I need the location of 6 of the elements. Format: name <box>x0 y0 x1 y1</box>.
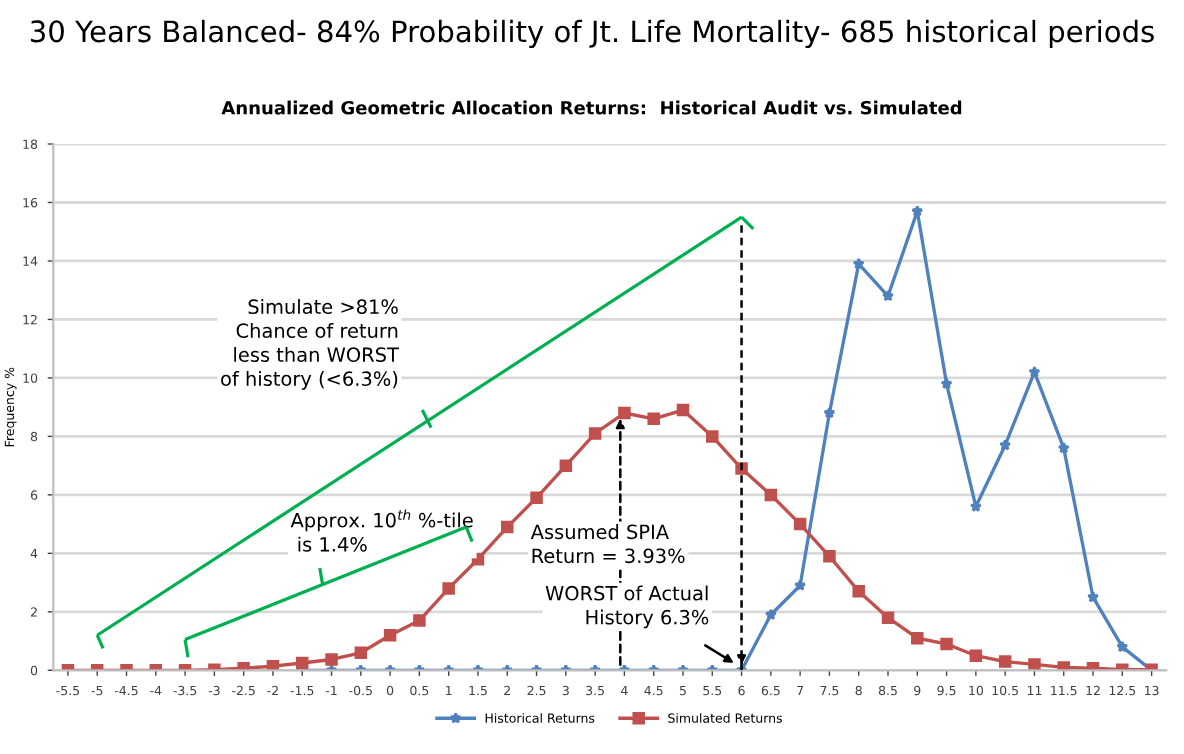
annotation: Assumed SPIA Return = 3.93% <box>530 524 685 564</box>
annotation: Simulate >81% Chance of return less than WORST of history (<6.3%) <box>221 298 399 390</box>
chart-title: 30 Years Balanced- 84% Probability of Jt. Life Mortality- 685 historical periods <box>30 19 1154 49</box>
annotation: WORST of Actual History 6.3% <box>545 585 709 629</box>
chart-subtitle: Annualized Geometric Allocation Returns: Historical Audit vs. Simulated <box>221 100 962 115</box>
text: Approx. 10$^{th}$ %-tile is 1.4% <box>290 509 473 552</box>
